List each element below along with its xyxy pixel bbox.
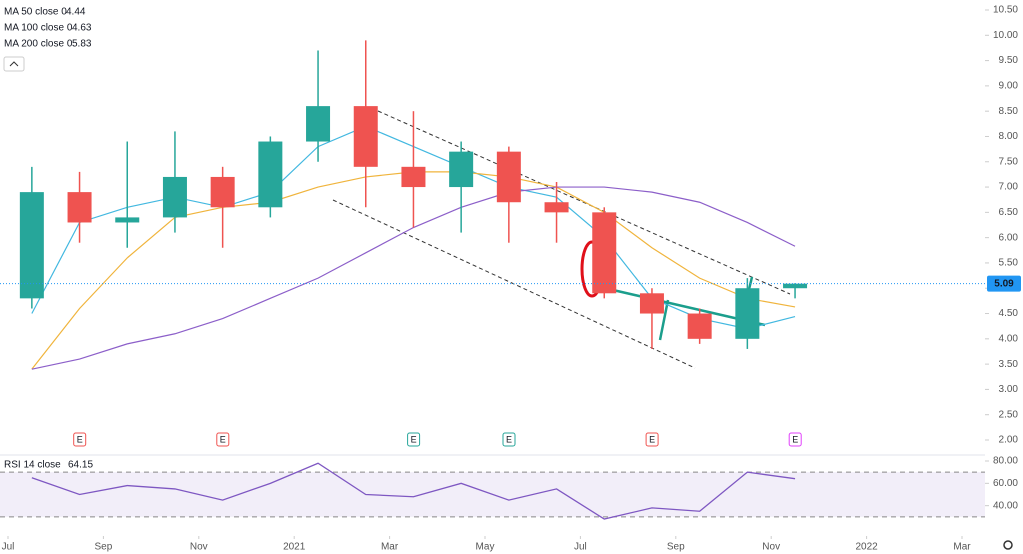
event-label: E — [411, 434, 417, 444]
event-label: E — [792, 434, 798, 444]
y-tick-label: 5.50 — [999, 258, 1019, 269]
event-label: E — [77, 434, 83, 444]
candle-body — [592, 212, 617, 294]
candle-body — [783, 283, 808, 289]
candle-body — [258, 141, 283, 208]
y-tick-label: 7.00 — [999, 182, 1019, 193]
candle-body — [306, 106, 331, 142]
x-tick-label: Nov — [190, 542, 208, 553]
rsi-tick-label: 40.00 — [993, 500, 1018, 511]
legend-value: 4.44 — [66, 7, 86, 18]
channel-line — [377, 110, 791, 295]
last-price-box — [987, 275, 1021, 292]
legend-name: MA 100 close 0 — [4, 23, 73, 34]
x-tick-label: 2021 — [283, 542, 306, 553]
candle-body — [496, 151, 521, 203]
x-tick-label: May — [476, 542, 495, 553]
x-tick-label: Jul — [2, 542, 15, 553]
candle-body — [210, 176, 235, 208]
legend-name: MA 50 close 0 — [4, 7, 67, 18]
settings-icon[interactable] — [1003, 540, 1013, 550]
candle-body — [687, 313, 712, 339]
x-tick-label: Sep — [667, 542, 685, 553]
event-marker — [216, 432, 230, 447]
candle-body — [401, 166, 426, 188]
y-tick-label: 2.50 — [999, 409, 1019, 420]
y-tick-label: 2.00 — [999, 435, 1019, 446]
rsi-value: 64.15 — [68, 460, 93, 471]
candle-body — [19, 192, 44, 299]
collapse-button[interactable] — [3, 56, 25, 72]
event-label: E — [220, 434, 226, 444]
candle-body — [67, 192, 92, 223]
y-tick-label: 3.00 — [999, 384, 1019, 395]
y-tick-label: 9.00 — [999, 81, 1019, 92]
candle-body — [353, 106, 378, 167]
legend-name: MA 200 close 0 — [4, 39, 73, 50]
y-tick-label: 8.50 — [999, 106, 1019, 117]
y-tick-label: 8.00 — [999, 131, 1019, 142]
rsi-tick-label: 60.00 — [993, 478, 1018, 489]
y-tick-label: 6.00 — [999, 232, 1019, 243]
y-tick-label: 7.50 — [999, 156, 1019, 167]
event-marker — [73, 432, 87, 447]
legend-value: 4.63 — [72, 23, 92, 34]
x-tick-label: Jul — [574, 542, 587, 553]
candle-body — [639, 293, 664, 314]
y-tick-label: 10.00 — [993, 30, 1018, 41]
x-tick-label: Mar — [381, 542, 399, 553]
candle-body — [115, 217, 140, 223]
collapse-icon — [9, 61, 19, 67]
legend-value: 5.83 — [72, 39, 92, 50]
x-tick-label: Nov — [762, 542, 780, 553]
y-tick-label: 4.50 — [999, 308, 1019, 319]
candle-body — [162, 176, 187, 218]
candle-body — [544, 202, 569, 213]
x-tick-label: Sep — [95, 542, 113, 553]
event-marker — [407, 432, 421, 447]
y-tick-label: 4.00 — [999, 333, 1019, 344]
rsi-line — [31, 462, 796, 520]
event-label: E — [649, 434, 655, 444]
candle-body — [735, 288, 760, 339]
event-marker — [645, 432, 659, 447]
event-marker — [502, 432, 516, 447]
candle-body — [449, 151, 474, 188]
event-label: E — [506, 434, 512, 444]
trend-mark — [658, 299, 670, 341]
last-price-label: 5.09 — [994, 278, 1014, 289]
rsi-tick-label: 80.00 — [993, 456, 1018, 467]
y-tick-label: 6.50 — [999, 207, 1019, 218]
rsi-label: RSI 14 close — [4, 460, 61, 471]
y-tick-label: 9.50 — [999, 55, 1019, 66]
x-tick-label: 2022 — [855, 542, 878, 553]
y-tick-label: 10.50 — [993, 5, 1018, 16]
x-tick-label: Mar — [953, 542, 971, 553]
y-tick-label: 3.50 — [999, 359, 1019, 370]
event-marker — [788, 432, 802, 447]
